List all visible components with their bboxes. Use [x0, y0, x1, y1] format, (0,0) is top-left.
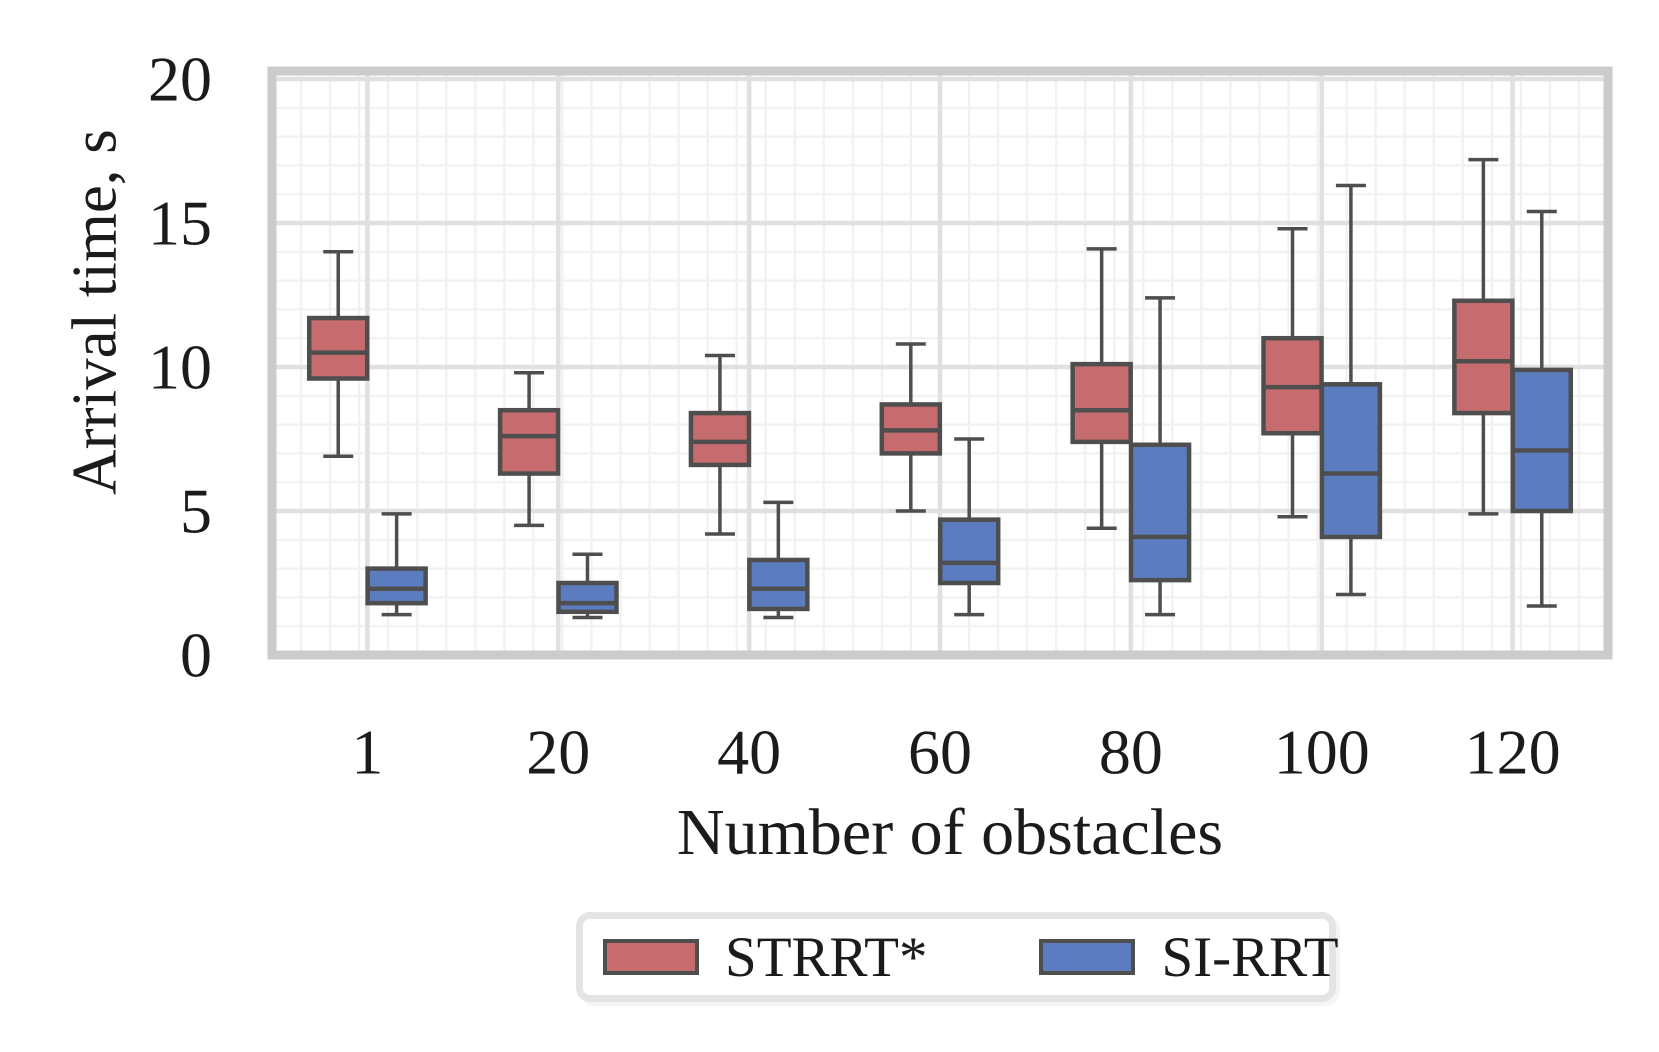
- x-tick-label: 1: [351, 717, 383, 788]
- y-axis-title: Arrival time, s: [59, 129, 130, 495]
- y-tick-label: 20: [148, 44, 212, 115]
- strrt-legend-label: STRRT*: [725, 925, 928, 989]
- sirrt-box-20: [556, 580, 619, 615]
- sirrt-legend-label: SI-RRT: [1161, 925, 1339, 989]
- strrt-box-80: [1070, 361, 1133, 445]
- y-tick-label: 0: [180, 620, 212, 691]
- x-tick-label: 80: [1099, 717, 1163, 788]
- plot-border: [267, 66, 1613, 660]
- x-tick-label: 60: [908, 717, 972, 788]
- x-axis-title: Number of obstacles: [676, 796, 1224, 869]
- sirrt-box-1: [365, 566, 428, 606]
- sirrt-box-80: [1128, 442, 1192, 583]
- strrt-box-20: [497, 407, 561, 476]
- x-tick-label: 20: [526, 717, 590, 788]
- sirrt-box-100: [1319, 382, 1383, 540]
- strrt-box-1: [306, 315, 370, 381]
- x-tick-label: 100: [1274, 717, 1370, 788]
- y-tick-label: 10: [148, 332, 212, 403]
- legend-box: STRRT* SI-RRT: [576, 912, 1339, 1002]
- sirrt-box-60: [937, 517, 1001, 586]
- sirrt-box-120: [1510, 367, 1574, 514]
- y-tick-label: 15: [148, 188, 212, 259]
- strrt-legend-swatch: [603, 939, 699, 975]
- x-tick-label: 40: [717, 717, 781, 788]
- strrt-box-40: [688, 410, 752, 468]
- x-tick-label: 120: [1465, 717, 1561, 788]
- y-tick-label: 5: [180, 476, 212, 547]
- sirrt-box-40: [747, 557, 810, 612]
- sirrt-legend-swatch: [1039, 939, 1136, 975]
- strrt-box-120: [1452, 298, 1515, 416]
